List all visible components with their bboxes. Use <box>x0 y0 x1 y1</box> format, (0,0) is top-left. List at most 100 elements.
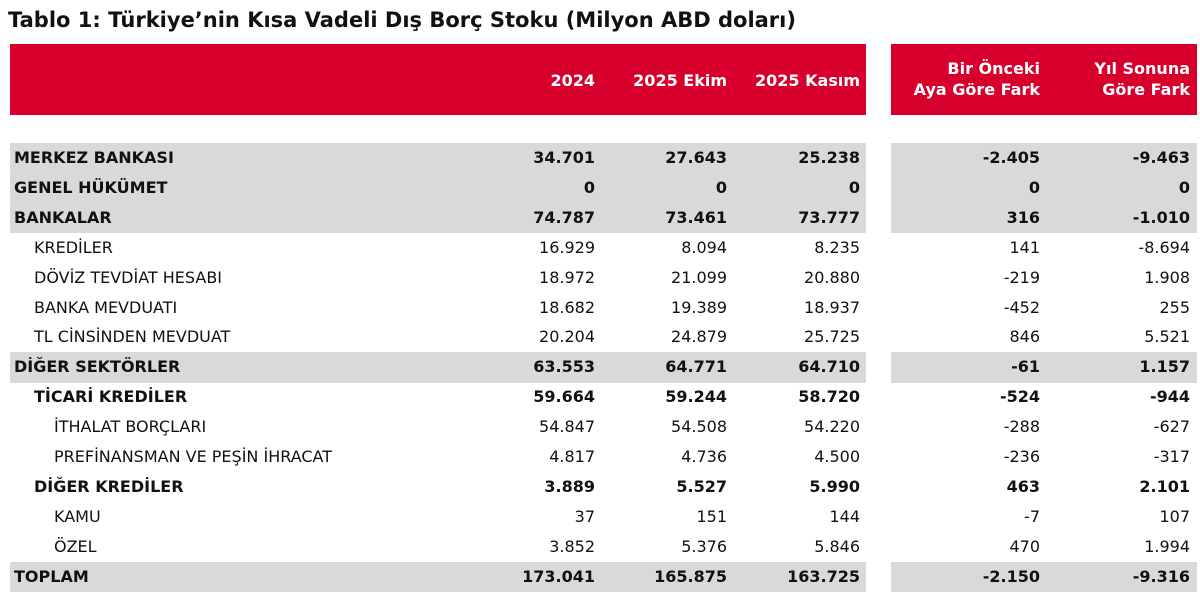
cell-value: -9.316 <box>1132 566 1190 586</box>
cell-value: 24.879 <box>671 327 727 347</box>
cell-value: 4.736 <box>681 447 727 466</box>
row-shade <box>891 352 1197 383</box>
cell-value: 16.929 <box>539 237 595 257</box>
cell-value: 20.204 <box>539 327 595 347</box>
cell-value: 5.527 <box>676 476 727 496</box>
cell-value: -219 <box>1003 267 1040 287</box>
cell-value: 59.664 <box>533 387 595 407</box>
cell-value: -288 <box>1003 417 1040 437</box>
cell-value: 0 <box>1178 177 1190 197</box>
column-header: Yıl Sonuna <box>1094 59 1190 78</box>
cell-value: -317 <box>1153 447 1190 466</box>
cell-value: 3.852 <box>549 536 595 556</box>
cell-value: -9.463 <box>1132 148 1190 167</box>
cell-value: 21.099 <box>671 267 727 287</box>
cell-value: 25.725 <box>804 327 860 347</box>
cell-value: 151 <box>696 506 727 526</box>
row-shade <box>10 561 866 592</box>
cell-value: 463 <box>1006 476 1040 496</box>
cell-value: -7 <box>1024 506 1040 526</box>
row-label: KREDİLER <box>34 237 113 257</box>
column-header: 2024 <box>550 71 595 90</box>
cell-value: 4.817 <box>549 447 595 466</box>
cell-value: 1.994 <box>1144 536 1190 556</box>
cell-value: 8.094 <box>681 237 727 257</box>
cell-value: 144 <box>829 506 860 526</box>
row-shade <box>891 561 1197 592</box>
column-header: Aya Göre Fark <box>913 80 1040 99</box>
cell-value: 316 <box>1006 207 1040 227</box>
cell-value: 470 <box>1009 536 1040 556</box>
cell-value: 107 <box>1159 506 1190 526</box>
header-band <box>10 44 866 115</box>
cell-value: 5.990 <box>809 476 860 496</box>
cell-value: 1.157 <box>1139 357 1190 377</box>
row-shade <box>10 172 866 204</box>
row-label: DÖVİZ TEVDİAT HESABI <box>34 267 223 287</box>
cell-value: -524 <box>999 387 1040 407</box>
cell-value: 0 <box>1028 177 1040 197</box>
cell-value: -2.405 <box>982 148 1040 167</box>
row-shade <box>891 202 1197 234</box>
cell-value: 163.725 <box>787 566 860 586</box>
column-header: Göre Fark <box>1102 80 1190 99</box>
row-label: BANKA MEVDUATI <box>34 297 178 317</box>
row-shade <box>10 202 866 234</box>
row-label: TL CİNSİNDEN MEVDUAT <box>34 327 231 347</box>
cell-value: 8.235 <box>814 237 860 257</box>
cell-value: 37 <box>574 506 595 526</box>
cell-value: 25.238 <box>798 148 860 167</box>
cell-value: 4.500 <box>814 447 860 466</box>
row-label: İTHALAT BORÇLARI <box>54 417 207 437</box>
cell-value: 73.777 <box>798 207 860 227</box>
row-shade <box>10 352 866 383</box>
row-label: ÖZEL <box>54 536 97 556</box>
cell-value: 3.889 <box>544 476 595 496</box>
cell-value: 846 <box>1009 327 1040 347</box>
cell-value: 59.244 <box>665 387 727 407</box>
cell-value: 58.720 <box>798 387 860 407</box>
cell-value: -8.694 <box>1138 237 1190 257</box>
row-shade <box>10 143 866 174</box>
cell-value: 20.880 <box>804 267 860 287</box>
cell-value: -944 <box>1149 387 1190 407</box>
cell-value: 2.101 <box>1139 476 1190 496</box>
row-shade <box>891 143 1197 174</box>
cell-value: 63.553 <box>533 357 595 377</box>
cell-value: 255 <box>1159 297 1190 317</box>
cell-value: -2.150 <box>982 566 1040 586</box>
column-header: 2025 Ekim <box>633 71 727 90</box>
column-header: Bir Önceki <box>947 59 1040 78</box>
row-label: DİĞER KREDİLER <box>34 476 184 496</box>
cell-value: 73.461 <box>665 207 727 227</box>
cell-value: 5.846 <box>814 536 860 556</box>
row-label: KAMU <box>54 506 101 526</box>
cell-value: 18.937 <box>804 297 860 317</box>
column-header: 2025 Kasım <box>755 71 860 90</box>
cell-value: 165.875 <box>654 566 727 586</box>
cell-value: 0 <box>715 177 727 197</box>
cell-value: -1.010 <box>1132 207 1190 227</box>
cell-value: 64.710 <box>798 357 860 377</box>
row-label: BANKALAR <box>14 207 112 227</box>
cell-value: 18.682 <box>539 297 595 317</box>
cell-value: 5.376 <box>681 536 727 556</box>
cell-value: 1.908 <box>1144 267 1190 287</box>
row-label: TİCARİ KREDİLER <box>34 387 188 407</box>
cell-value: 0 <box>848 177 860 197</box>
cell-value: 18.972 <box>539 267 595 287</box>
cell-value: 19.389 <box>671 297 727 317</box>
table-title: Tablo 1: Türkiye’nin Kısa Vadeli Dış Bor… <box>8 8 796 32</box>
row-label: TOPLAM <box>14 566 89 586</box>
header-band <box>891 44 1197 115</box>
cell-value: 141 <box>1009 237 1040 257</box>
row-shade <box>891 172 1197 204</box>
cell-value: 54.508 <box>671 417 727 437</box>
cell-value: -61 <box>1011 357 1040 377</box>
cell-value: 54.847 <box>539 417 595 437</box>
cell-value: -627 <box>1153 417 1190 437</box>
cell-value: 0 <box>583 177 595 197</box>
cell-value: 34.701 <box>533 148 595 167</box>
row-label: DİĞER SEKTÖRLER <box>14 357 181 377</box>
cell-value: 173.041 <box>522 566 595 586</box>
